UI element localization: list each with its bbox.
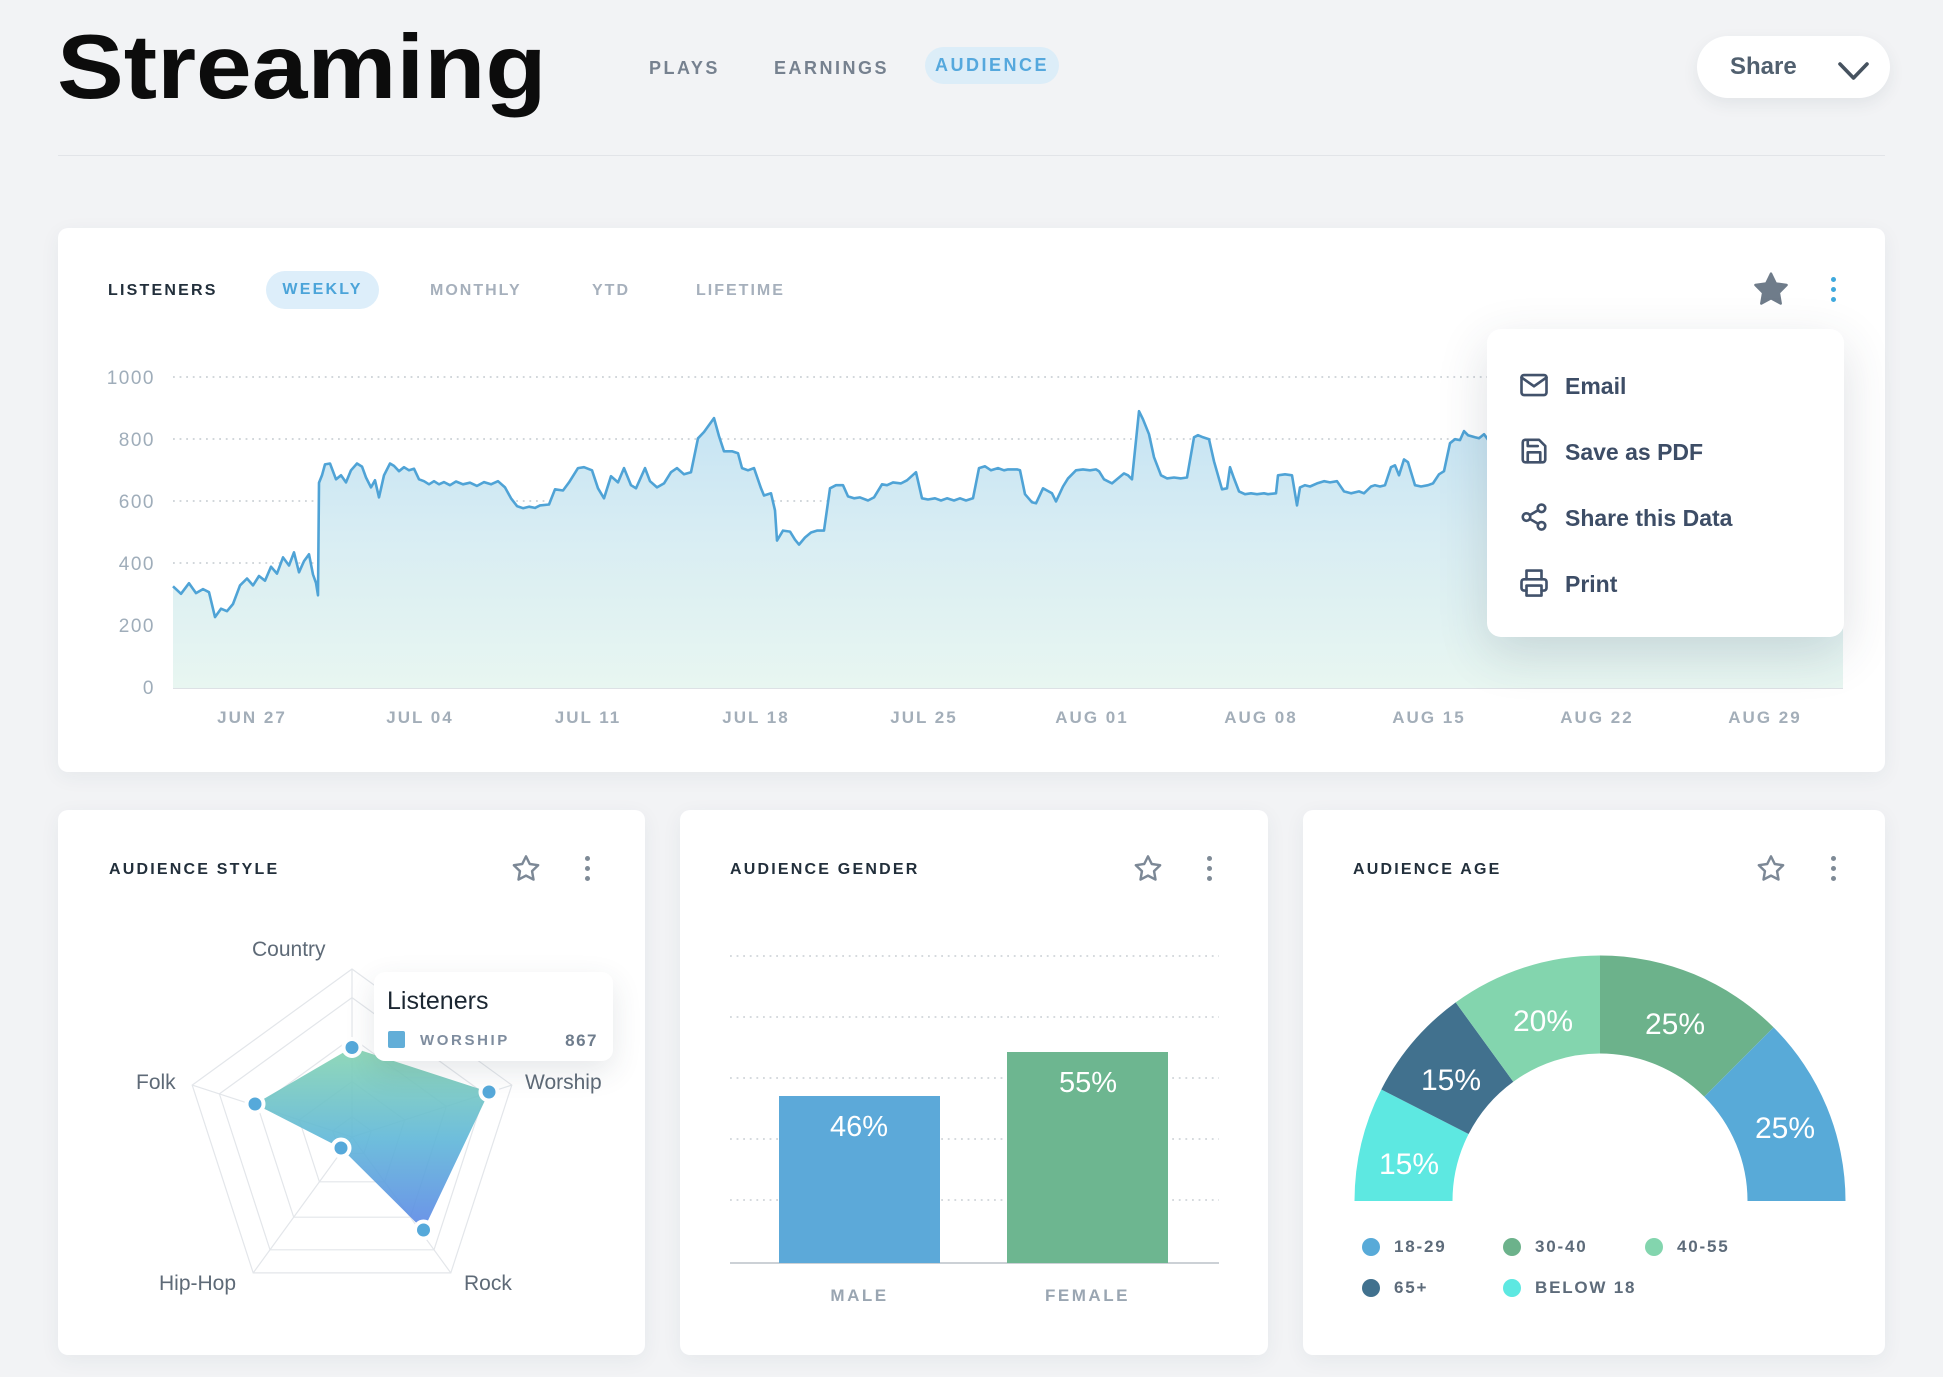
svg-text:20%: 20% [1513, 1005, 1573, 1038]
svg-text:55%: 55% [1059, 1067, 1117, 1099]
svg-text:25%: 25% [1645, 1008, 1705, 1041]
svg-text:25%: 25% [1755, 1112, 1815, 1145]
svg-text:15%: 15% [1421, 1064, 1481, 1097]
svg-text:15%: 15% [1379, 1148, 1439, 1181]
svg-text:46%: 46% [830, 1111, 888, 1143]
